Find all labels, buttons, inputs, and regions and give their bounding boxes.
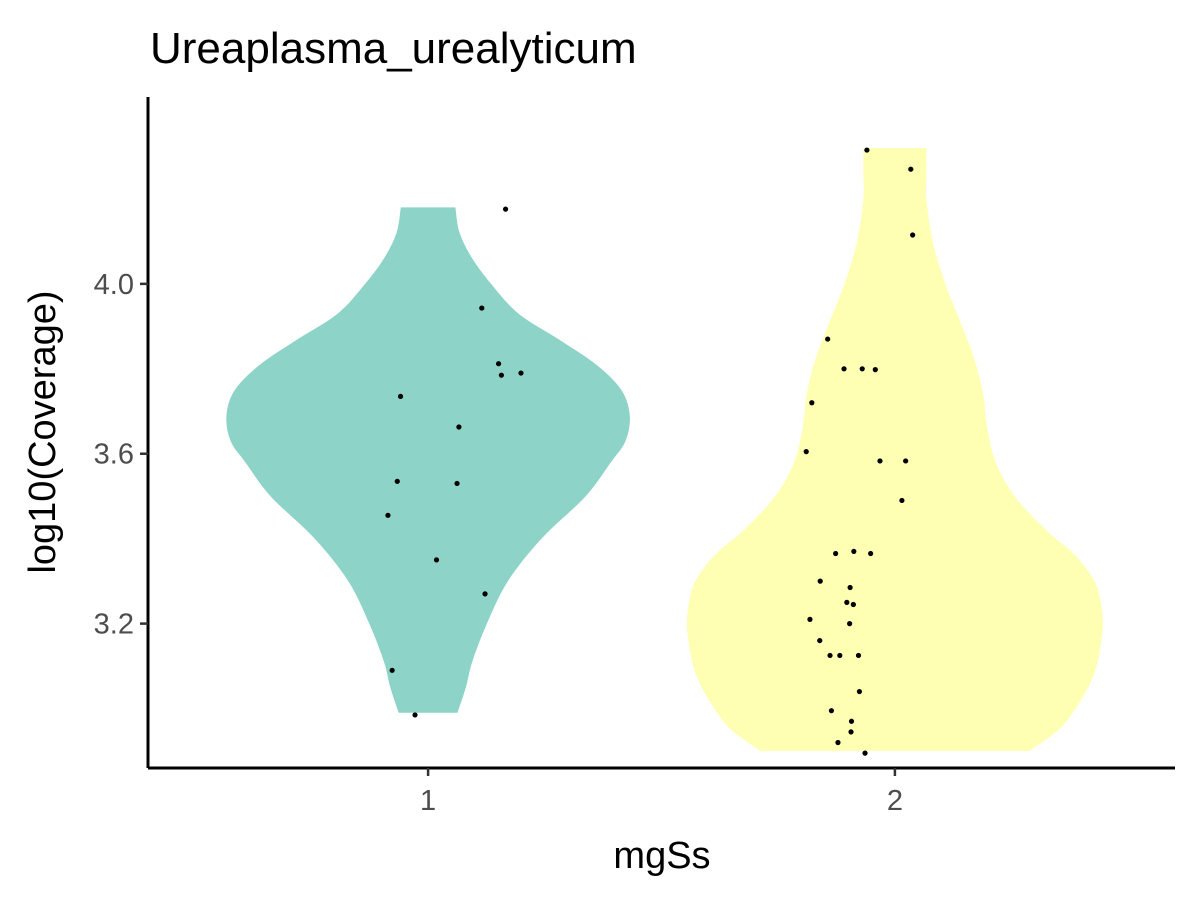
data-point-group-2-23 <box>864 147 870 153</box>
axis-ticks: 3.2 3.6 4.0 1 2 <box>94 269 903 817</box>
data-point-group-2-28 <box>903 458 909 464</box>
data-point-group-2-6 <box>827 652 833 659</box>
data-point-group-2-2 <box>809 400 815 406</box>
data-point-group-1-4 <box>412 712 418 718</box>
data-point-group-2-25 <box>872 367 878 373</box>
data-point-group-1-10 <box>495 361 502 367</box>
y-tick-label-0: 3.2 <box>94 609 134 641</box>
data-point-group-2-18 <box>851 548 857 555</box>
data-point-group-1-8 <box>479 305 485 311</box>
y-tick-label-1: 3.6 <box>94 439 134 471</box>
data-point-group-1-9 <box>482 591 488 597</box>
data-point-group-1-13 <box>518 370 524 376</box>
data-point-group-2-10 <box>837 652 843 659</box>
data-point-group-2-9 <box>835 739 841 746</box>
chart-title: Ureaplasma_urealyticum <box>150 24 637 73</box>
data-point-group-2-20 <box>856 688 863 695</box>
data-point-group-1-6 <box>454 480 460 487</box>
data-point-group-1-3 <box>397 393 404 400</box>
data-point-group-1-0 <box>385 512 391 518</box>
data-point-group-2-21 <box>859 366 865 372</box>
x-tick-label-1: 2 <box>887 785 903 817</box>
y-tick-label-2: 4.0 <box>94 269 134 301</box>
data-point-group-2-30 <box>910 232 916 238</box>
data-point-group-1-1 <box>389 667 395 673</box>
data-point-group-2-24 <box>868 550 874 557</box>
data-point-group-2-12 <box>844 599 850 605</box>
data-point-group-2-11 <box>841 366 847 372</box>
data-point-group-2-26 <box>877 458 883 464</box>
data-point-group-1-7 <box>456 424 462 430</box>
data-point-group-2-0 <box>803 449 809 455</box>
violin-group-2 <box>686 147 1103 752</box>
violin-group-1 <box>226 207 630 713</box>
data-point-group-2-17 <box>850 601 856 608</box>
data-point-group-2-15 <box>848 729 854 735</box>
plot-area <box>226 147 1103 756</box>
data-point-group-2-29 <box>908 166 914 172</box>
data-point-group-1-2 <box>394 478 400 484</box>
data-point-group-2-16 <box>848 718 855 724</box>
data-point-group-2-13 <box>847 621 853 627</box>
x-tick-label-0: 1 <box>420 785 436 817</box>
data-point-group-2-4 <box>817 578 823 584</box>
data-point-group-2-14 <box>847 584 853 591</box>
data-point-group-1-11 <box>498 372 504 378</box>
y-axis-title: log10(Coverage) <box>22 290 64 573</box>
data-point-group-2-7 <box>828 708 835 714</box>
x-axis-title: mgSs <box>613 835 710 877</box>
data-point-group-1-12 <box>502 206 509 212</box>
data-point-group-2-1 <box>807 616 813 622</box>
data-point-group-2-5 <box>825 336 831 342</box>
data-point-group-2-22 <box>862 750 868 756</box>
data-point-group-2-8 <box>833 550 839 557</box>
data-point-group-2-3 <box>817 637 823 644</box>
data-point-group-1-5 <box>433 557 440 563</box>
data-point-group-2-19 <box>855 652 862 659</box>
data-point-group-2-27 <box>899 497 905 504</box>
